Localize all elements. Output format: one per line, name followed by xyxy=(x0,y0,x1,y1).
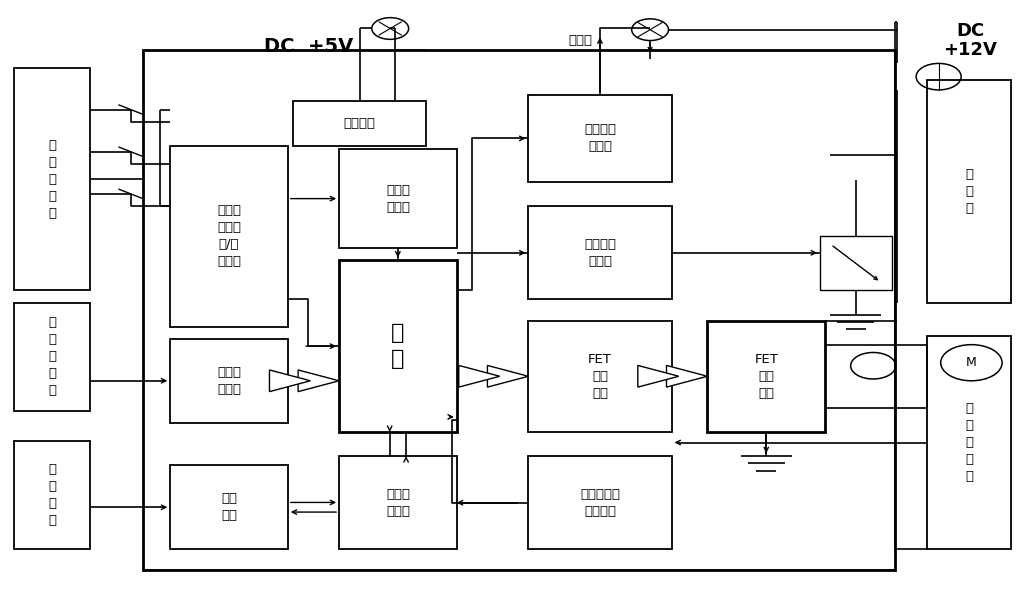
Bar xyxy=(820,237,892,290)
Polygon shape xyxy=(459,365,500,387)
Bar xyxy=(13,441,90,549)
Polygon shape xyxy=(270,370,311,391)
Bar xyxy=(528,456,672,549)
Text: 微
机: 微 机 xyxy=(391,323,404,370)
Polygon shape xyxy=(667,365,707,387)
Bar xyxy=(13,302,90,411)
Text: 频率输
入电路: 频率输 入电路 xyxy=(218,366,241,396)
Text: 力矩传
感器输
入/输
出电路: 力矩传 感器输 入/输 出电路 xyxy=(218,204,241,268)
Text: FET
桥式
电路: FET 桥式 电路 xyxy=(754,353,778,400)
Bar xyxy=(339,149,457,248)
Bar xyxy=(170,339,288,423)
Bar xyxy=(170,146,288,327)
Text: 继电器驱
动电路: 继电器驱 动电路 xyxy=(584,238,616,268)
Bar xyxy=(928,336,1012,549)
Bar xyxy=(928,80,1012,302)
Text: 力
矩
传
感
器: 力 矩 传 感 器 xyxy=(48,139,56,220)
Polygon shape xyxy=(299,370,339,391)
Bar xyxy=(528,206,672,299)
Text: 外
部
信
号: 外 部 信 号 xyxy=(48,463,56,527)
Bar xyxy=(528,321,672,432)
Bar xyxy=(143,50,895,571)
Text: 电
流
传
感
器: 电 流 传 感 器 xyxy=(965,402,974,483)
Bar xyxy=(339,456,457,549)
Text: 电流传感器
输入电路: 电流传感器 输入电路 xyxy=(580,488,620,518)
Text: DC  +5V: DC +5V xyxy=(264,37,353,56)
Text: 稳压电路: 稳压电路 xyxy=(344,117,376,130)
Bar xyxy=(293,101,426,146)
Polygon shape xyxy=(487,365,528,387)
Text: DC
+12V: DC +12V xyxy=(944,22,997,59)
Bar xyxy=(339,260,457,432)
Text: 检测监
视电路: 检测监 视电路 xyxy=(386,488,410,518)
Bar xyxy=(170,465,288,549)
Text: 报警灯: 报警灯 xyxy=(568,34,593,47)
Polygon shape xyxy=(638,365,679,387)
Text: 通信
电路: 通信 电路 xyxy=(221,492,237,522)
Bar xyxy=(13,68,90,290)
Text: 车
速
传
感
器: 车 速 传 感 器 xyxy=(48,316,56,397)
Text: 方向判
断电路: 方向判 断电路 xyxy=(386,183,410,214)
Text: 报警灯驱
动电路: 报警灯驱 动电路 xyxy=(584,123,616,154)
Text: 电
动
机: 电 动 机 xyxy=(965,168,974,215)
Bar xyxy=(528,95,672,182)
Text: M: M xyxy=(966,356,977,369)
Bar xyxy=(707,321,825,432)
Text: FET
驱动
电路: FET 驱动 电路 xyxy=(588,353,611,400)
